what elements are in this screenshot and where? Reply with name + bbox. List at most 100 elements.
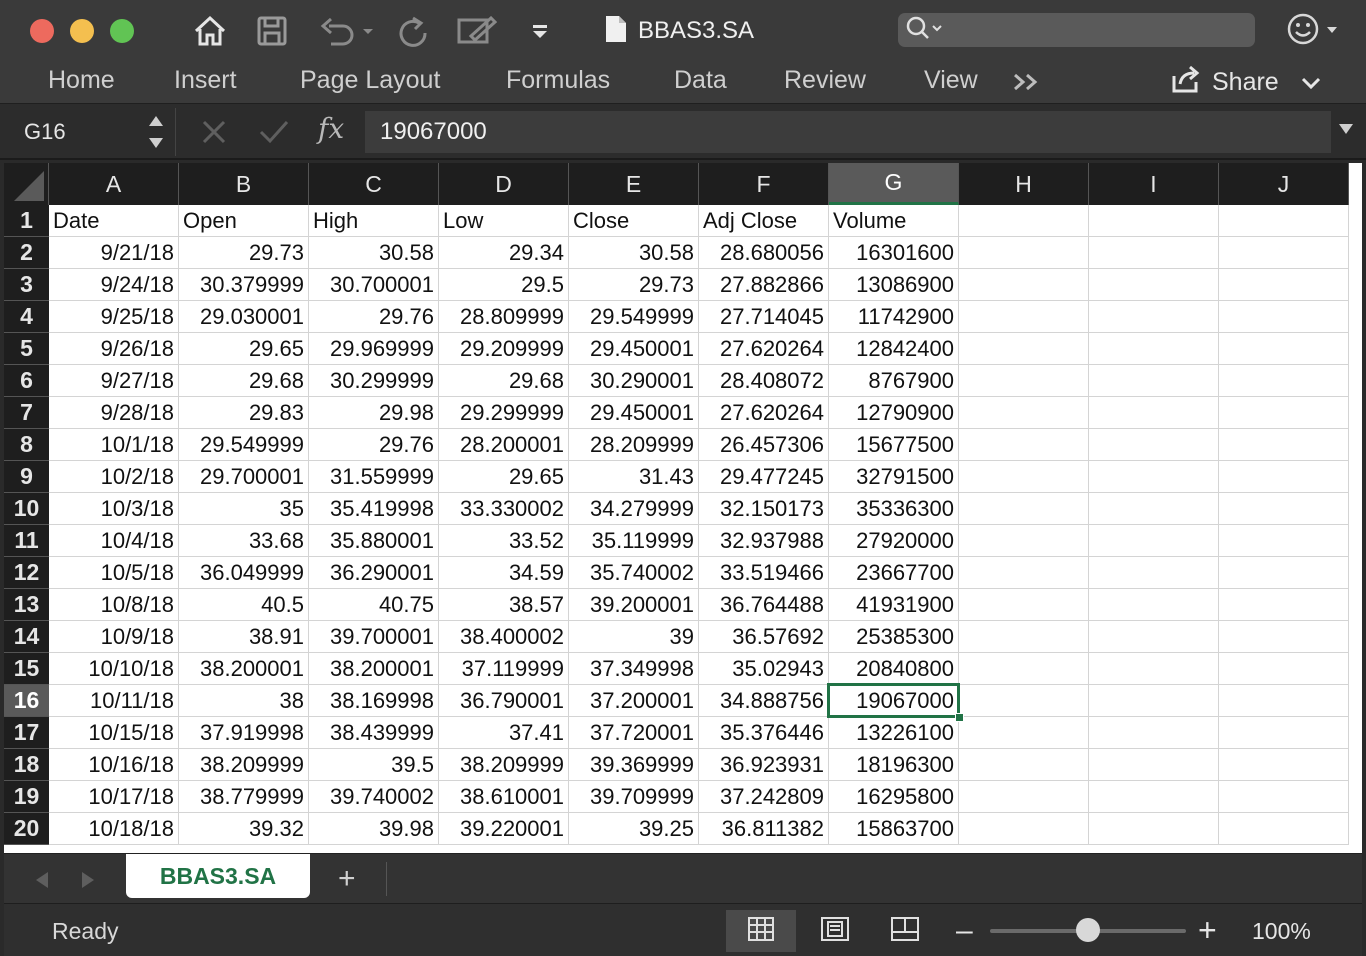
cell-a6[interactable]: 9/27/18 bbox=[49, 365, 179, 397]
cell-e13[interactable]: 39.200001 bbox=[569, 589, 699, 621]
customize-toolbar-icon[interactable] bbox=[528, 12, 552, 50]
row-header-13[interactable]: 13 bbox=[4, 589, 49, 621]
cell-b3[interactable]: 30.379999 bbox=[179, 269, 309, 301]
cell-h11[interactable] bbox=[959, 525, 1089, 557]
zoom-level[interactable]: 100% bbox=[1252, 918, 1311, 944]
fill-handle[interactable] bbox=[955, 713, 964, 722]
cell-g14[interactable]: 25385300 bbox=[829, 621, 959, 653]
cell-a13[interactable]: 10/8/18 bbox=[49, 589, 179, 621]
feedback-button[interactable] bbox=[1286, 12, 1338, 50]
row-header-11[interactable]: 11 bbox=[4, 525, 49, 557]
search-box[interactable] bbox=[898, 13, 1255, 47]
cell-a19[interactable]: 10/17/18 bbox=[49, 781, 179, 813]
cell-d18[interactable]: 38.209999 bbox=[439, 749, 569, 781]
cell-j15[interactable] bbox=[1219, 653, 1349, 685]
cell-f15[interactable]: 35.02943 bbox=[699, 653, 829, 685]
cell-h17[interactable] bbox=[959, 717, 1089, 749]
cell-i15[interactable] bbox=[1089, 653, 1219, 685]
cell-i6[interactable] bbox=[1089, 365, 1219, 397]
cell-g10[interactable]: 35336300 bbox=[829, 493, 959, 525]
cell-c1[interactable]: High bbox=[309, 205, 439, 237]
cell-i14[interactable] bbox=[1089, 621, 1219, 653]
cell-a20[interactable]: 10/18/18 bbox=[49, 813, 179, 845]
cell-a4[interactable]: 9/25/18 bbox=[49, 301, 179, 333]
cell-i7[interactable] bbox=[1089, 397, 1219, 429]
cell-b18[interactable]: 38.209999 bbox=[179, 749, 309, 781]
cell-h4[interactable] bbox=[959, 301, 1089, 333]
cell-h14[interactable] bbox=[959, 621, 1089, 653]
cell-i3[interactable] bbox=[1089, 269, 1219, 301]
cell-g20[interactable]: 15863700 bbox=[829, 813, 959, 845]
cell-f12[interactable]: 33.519466 bbox=[699, 557, 829, 589]
cell-j17[interactable] bbox=[1219, 717, 1349, 749]
cell-g16[interactable]: 19067000 bbox=[829, 685, 959, 717]
cell-f14[interactable]: 36.57692 bbox=[699, 621, 829, 653]
cell-f19[interactable]: 37.242809 bbox=[699, 781, 829, 813]
cell-a2[interactable]: 9/21/18 bbox=[49, 237, 179, 269]
tab-formulas[interactable]: Formulas bbox=[506, 66, 611, 94]
row-header-10[interactable]: 10 bbox=[4, 493, 49, 525]
share-button[interactable]: Share bbox=[1170, 64, 1321, 100]
cell-d17[interactable]: 37.41 bbox=[439, 717, 569, 749]
row-header-3[interactable]: 3 bbox=[4, 269, 49, 301]
cell-f2[interactable]: 28.680056 bbox=[699, 237, 829, 269]
cell-j19[interactable] bbox=[1219, 781, 1349, 813]
cell-h8[interactable] bbox=[959, 429, 1089, 461]
edit-icon[interactable] bbox=[456, 12, 498, 50]
cell-c17[interactable]: 38.439999 bbox=[309, 717, 439, 749]
cell-g17[interactable]: 13226100 bbox=[829, 717, 959, 749]
cell-g19[interactable]: 16295800 bbox=[829, 781, 959, 813]
cell-c18[interactable]: 39.5 bbox=[309, 749, 439, 781]
cell-j5[interactable] bbox=[1219, 333, 1349, 365]
row-header-9[interactable]: 9 bbox=[4, 461, 49, 493]
cell-h3[interactable] bbox=[959, 269, 1089, 301]
cell-b11[interactable]: 33.68 bbox=[179, 525, 309, 557]
cell-a8[interactable]: 10/1/18 bbox=[49, 429, 179, 461]
row-header-4[interactable]: 4 bbox=[4, 301, 49, 333]
cell-f8[interactable]: 26.457306 bbox=[699, 429, 829, 461]
column-header-a[interactable]: A bbox=[49, 163, 179, 205]
zoom-slider-thumb[interactable] bbox=[1076, 918, 1100, 942]
cell-h19[interactable] bbox=[959, 781, 1089, 813]
window-maximize-button[interactable] bbox=[110, 19, 134, 43]
cell-d6[interactable]: 29.68 bbox=[439, 365, 569, 397]
cell-c14[interactable]: 39.700001 bbox=[309, 621, 439, 653]
cell-g1[interactable]: Volume bbox=[829, 205, 959, 237]
cell-g12[interactable]: 23667700 bbox=[829, 557, 959, 589]
cell-e10[interactable]: 34.279999 bbox=[569, 493, 699, 525]
cell-a14[interactable]: 10/9/18 bbox=[49, 621, 179, 653]
cell-d11[interactable]: 33.52 bbox=[439, 525, 569, 557]
cell-f1[interactable]: Adj Close bbox=[699, 205, 829, 237]
cell-i1[interactable] bbox=[1089, 205, 1219, 237]
cell-g7[interactable]: 12790900 bbox=[829, 397, 959, 429]
name-box[interactable]: G16 bbox=[24, 119, 66, 144]
cell-a17[interactable]: 10/15/18 bbox=[49, 717, 179, 749]
column-header-i[interactable]: I bbox=[1089, 163, 1219, 205]
cell-j1[interactable] bbox=[1219, 205, 1349, 237]
cell-c10[interactable]: 35.419998 bbox=[309, 493, 439, 525]
cell-b16[interactable]: 38 bbox=[179, 685, 309, 717]
cell-d8[interactable]: 28.200001 bbox=[439, 429, 569, 461]
cell-d5[interactable]: 29.209999 bbox=[439, 333, 569, 365]
cell-h16[interactable] bbox=[959, 685, 1089, 717]
tab-view[interactable]: View bbox=[924, 66, 978, 94]
cell-g15[interactable]: 20840800 bbox=[829, 653, 959, 685]
cell-h13[interactable] bbox=[959, 589, 1089, 621]
cell-g3[interactable]: 13086900 bbox=[829, 269, 959, 301]
cell-f5[interactable]: 27.620264 bbox=[699, 333, 829, 365]
cell-a10[interactable]: 10/3/18 bbox=[49, 493, 179, 525]
cell-j6[interactable] bbox=[1219, 365, 1349, 397]
column-header-j[interactable]: J bbox=[1219, 163, 1349, 205]
cell-f4[interactable]: 27.714045 bbox=[699, 301, 829, 333]
cell-j4[interactable] bbox=[1219, 301, 1349, 333]
cell-b2[interactable]: 29.73 bbox=[179, 237, 309, 269]
redo-icon[interactable] bbox=[396, 12, 432, 50]
column-header-g[interactable]: G bbox=[829, 163, 959, 205]
cell-i20[interactable] bbox=[1089, 813, 1219, 845]
cell-c13[interactable]: 40.75 bbox=[309, 589, 439, 621]
cell-e5[interactable]: 29.450001 bbox=[569, 333, 699, 365]
cell-b10[interactable]: 35 bbox=[179, 493, 309, 525]
cell-g2[interactable]: 16301600 bbox=[829, 237, 959, 269]
next-sheet-icon[interactable] bbox=[80, 870, 96, 895]
cell-c15[interactable]: 38.200001 bbox=[309, 653, 439, 685]
